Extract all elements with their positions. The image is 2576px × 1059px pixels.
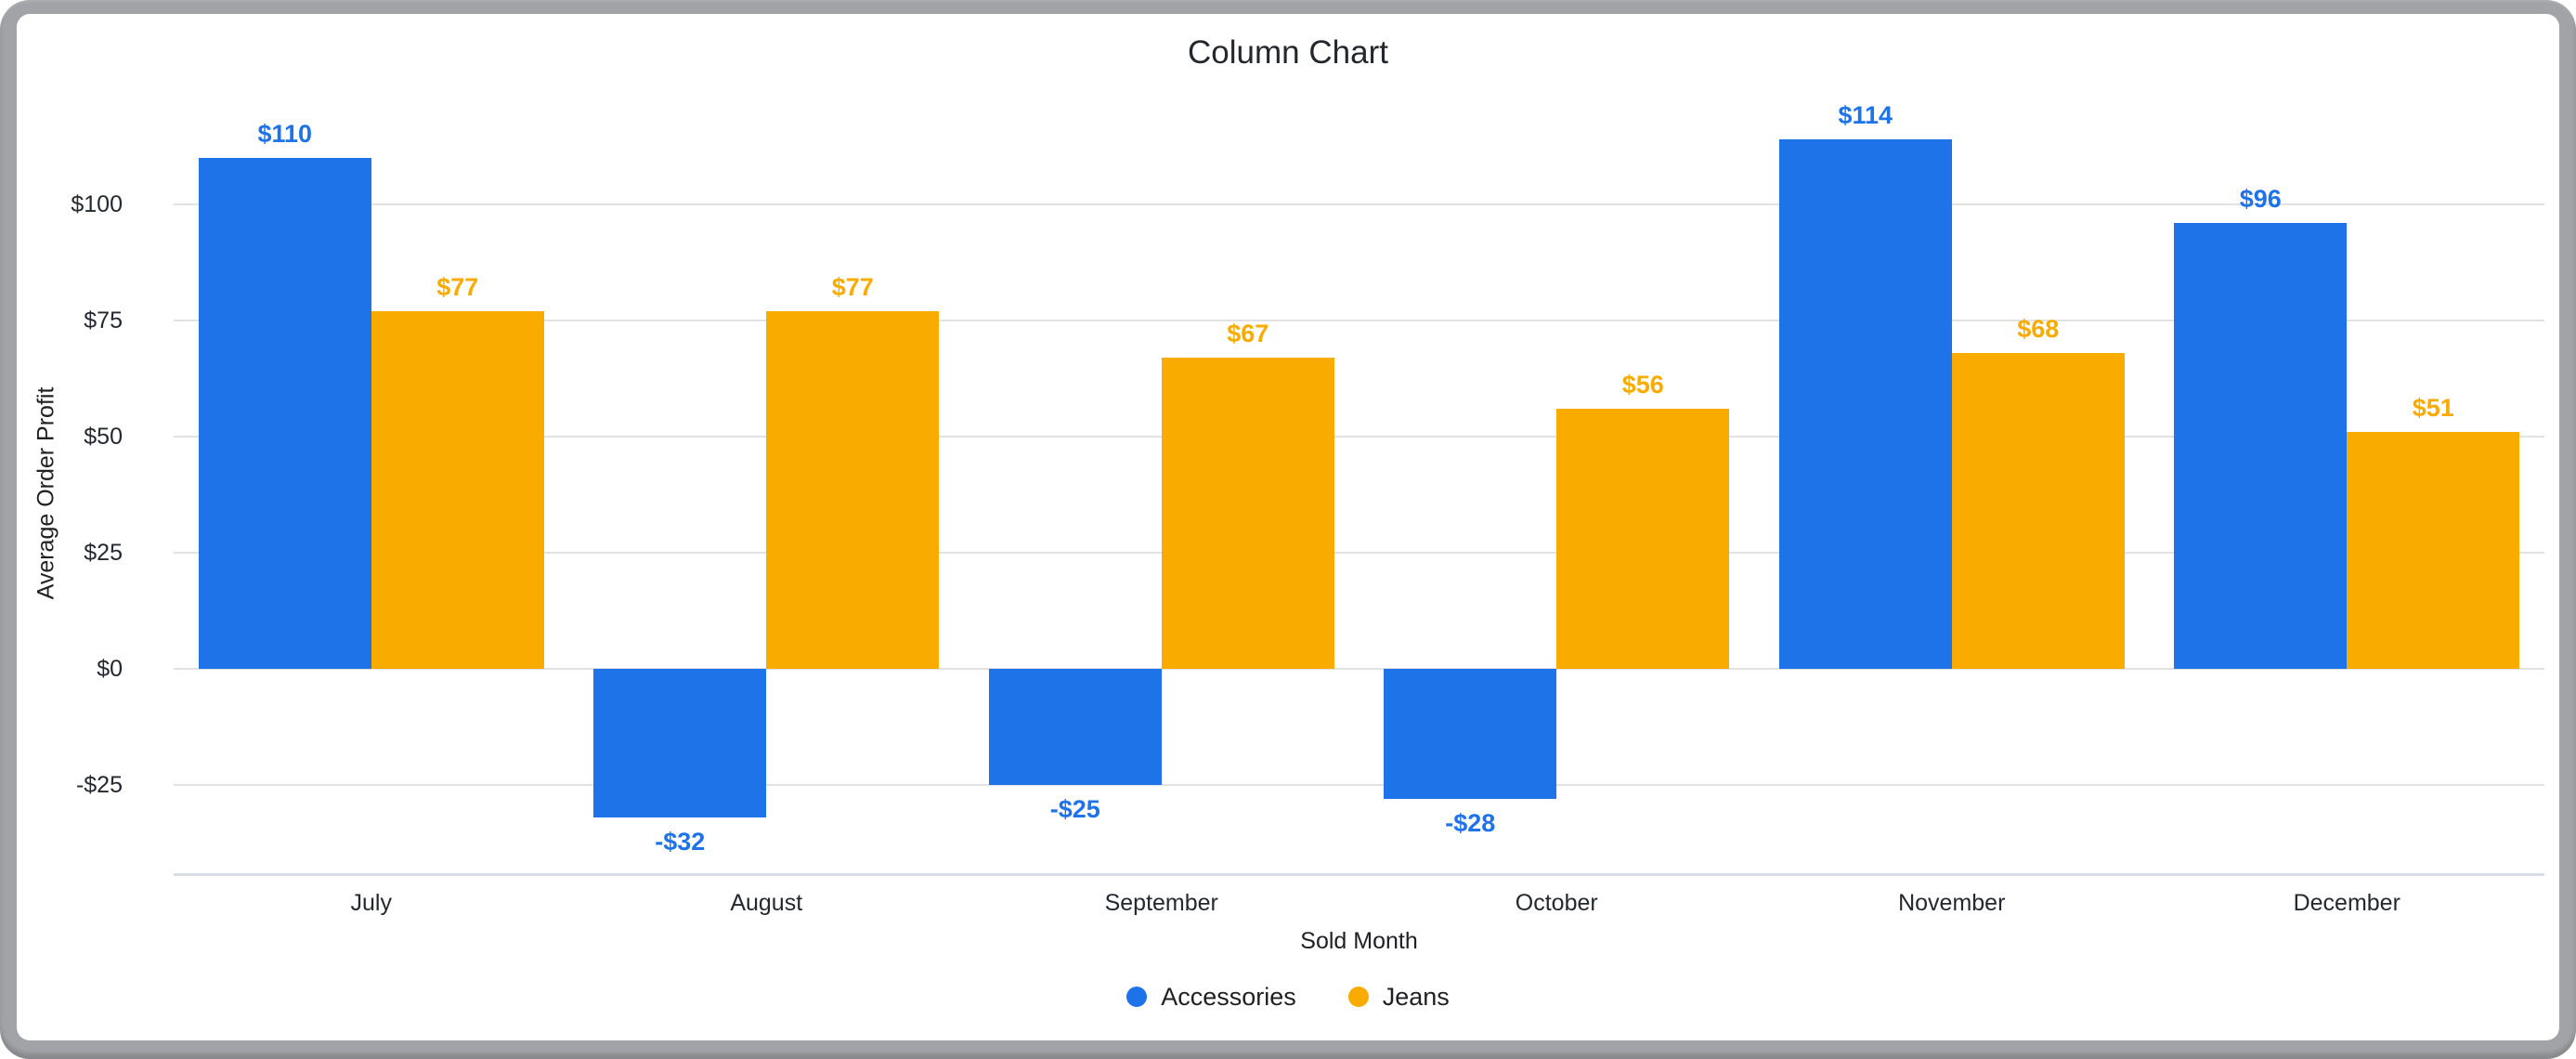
bar-accessories-october[interactable] (1384, 669, 1557, 799)
legend-label-jeans: Jeans (1382, 983, 1450, 1011)
value-label-accessories-december: $96 (2239, 185, 2282, 213)
x-tick-label-september: September (1104, 890, 1218, 916)
bar-accessories-december[interactable] (2174, 223, 2348, 669)
value-label-accessories-september: -$25 (1049, 795, 1100, 823)
gridline--50 (174, 436, 2544, 438)
y-tick-label--0: $0 (97, 656, 123, 682)
legend-item-accessories: Accessories (1126, 981, 1296, 1013)
legend-dot-jeans (1347, 987, 1369, 1007)
legend-item-jeans: Jeans (1347, 981, 1450, 1013)
y-axis-title: Average Order Profit (33, 386, 59, 600)
gridline--25 (174, 552, 2544, 554)
value-label-accessories-july: $110 (257, 120, 313, 148)
x-tick-label-october: October (1515, 890, 1598, 916)
value-label-jeans-august: $77 (831, 273, 874, 301)
y-tick-label--75: $75 (84, 307, 123, 333)
bar-accessories-november[interactable] (1778, 139, 1952, 669)
x-tick-label-august: August (730, 890, 803, 916)
value-label-accessories-november: $114 (1838, 101, 1893, 129)
value-label-jeans-december: $51 (2412, 394, 2454, 422)
legend-dot-accessories (1126, 987, 1148, 1007)
x-axis-title: Sold Month (1300, 928, 1418, 954)
value-label-accessories-october: -$28 (1445, 809, 1496, 837)
value-label-jeans-november: $68 (2017, 315, 2060, 343)
bar-accessories-august[interactable] (593, 669, 767, 817)
gridline--100 (174, 203, 2544, 205)
bar-jeans-july[interactable] (371, 311, 544, 669)
bar-jeans-october[interactable] (1556, 409, 1730, 669)
chart-card: Column Chart Average Order Profit $110 -$… (17, 14, 2559, 1040)
gridline--25 (174, 784, 2544, 786)
gridline--75 (174, 320, 2544, 321)
y-tick-label--50: $50 (84, 424, 123, 450)
y-tick-label--25: $25 (84, 540, 123, 566)
value-label-accessories-august: -$32 (655, 828, 706, 856)
bar-jeans-august[interactable] (766, 311, 940, 669)
y-tick-label--100: $100 (71, 191, 123, 217)
x-tick-label-december: December (2293, 890, 2400, 916)
bar-accessories-july[interactable] (198, 158, 371, 669)
bar-accessories-september[interactable] (988, 669, 1162, 785)
bar-jeans-november[interactable] (1951, 353, 2125, 669)
value-label-jeans-september: $67 (1227, 320, 1269, 347)
bar-jeans-december[interactable] (2347, 432, 2520, 669)
x-tick-label-july: July (350, 890, 392, 916)
chart-title: Column Chart (1188, 34, 1388, 71)
gridline--0 (174, 668, 2544, 670)
plot-area: $110 -$32 -$25 -$28 $114 $96 $77 $77 $67 $56 $68 $5… (174, 102, 2544, 876)
legend-label-accessories: Accessories (1161, 983, 1296, 1011)
value-label-jeans-october: $56 (1621, 371, 1664, 399)
bar-jeans-september[interactable] (1161, 358, 1334, 669)
x-tick-label-november: November (1898, 890, 2006, 916)
x-axis-line (174, 873, 2544, 876)
y-tick-label--25: -$25 (75, 772, 123, 798)
legend: Accessories Jeans (17, 981, 2559, 1013)
value-label-jeans-july: $77 (436, 273, 479, 301)
